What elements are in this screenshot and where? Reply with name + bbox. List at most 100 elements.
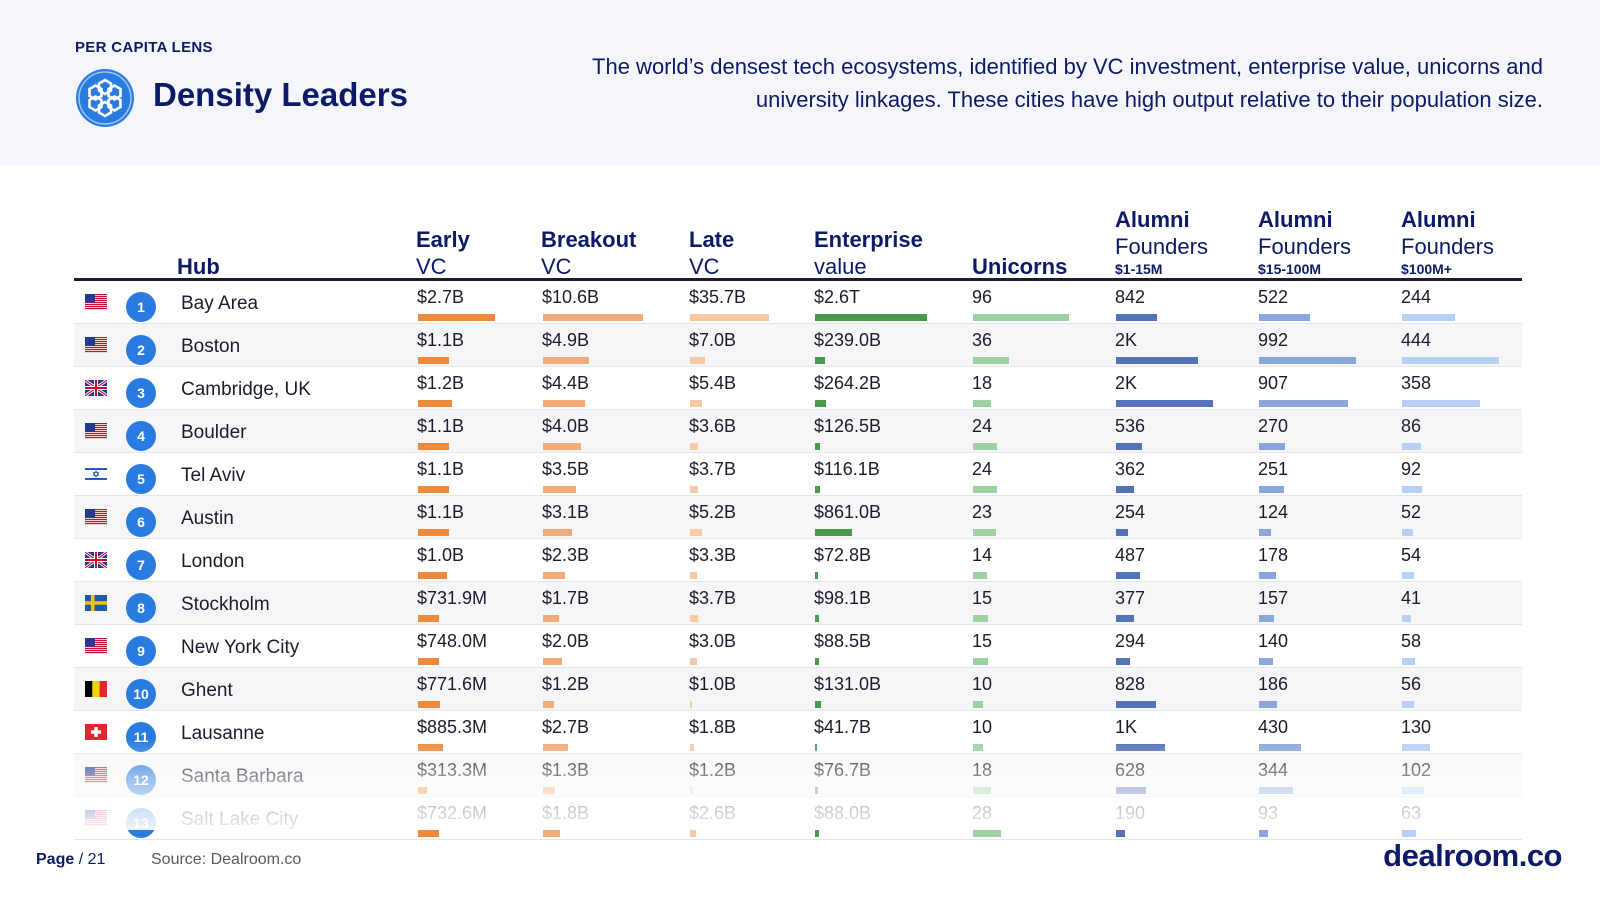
us-flag-icon — [85, 294, 107, 310]
cell-breakout: $10.6B — [542, 287, 600, 307]
bar-a3 — [1402, 658, 1415, 665]
cell-a2: 992 — [1258, 330, 1289, 350]
bar-unicorns — [973, 400, 991, 407]
table-row: 4 Boulder $1.1B $4.0B $3.6B $126.5B 24 536 270 86 — [74, 410, 1522, 453]
bar-breakout — [543, 400, 585, 407]
cell-a1: 536 — [1115, 416, 1146, 436]
rank-badge: 10 — [126, 679, 156, 709]
us-flag-icon — [85, 810, 107, 826]
bar-a3 — [1402, 314, 1455, 321]
table-row: 10 Ghent $771.6M $1.2B $1.0B $131.0B 10 828 186 5… — [74, 668, 1522, 711]
bar-a1 — [1116, 658, 1130, 665]
page-subtitle: The world’s densest tech ecosystems, ide… — [543, 50, 1543, 116]
bar-early — [418, 787, 427, 794]
cell-breakout: $1.7B — [542, 588, 590, 608]
hub-name: London — [181, 551, 245, 572]
cell-early: $731.9M — [417, 588, 488, 608]
bar-late — [690, 357, 705, 364]
bar-early — [418, 658, 439, 665]
rank-badge: 2 — [126, 335, 156, 365]
bar-a1 — [1116, 400, 1213, 407]
bar-a1 — [1116, 701, 1156, 708]
rank-badge: 8 — [126, 593, 156, 623]
subtitle-line-2: university linkages. These cities have h… — [755, 87, 1543, 112]
cell-unicorns: 10 — [972, 717, 993, 737]
cell-unicorns: 96 — [972, 287, 993, 307]
cell-unicorns: 15 — [972, 588, 993, 608]
cell-ev: $126.5B — [814, 416, 882, 436]
bar-late — [690, 701, 692, 708]
cell-a2: 430 — [1258, 717, 1289, 737]
bar-a2 — [1259, 830, 1268, 837]
bar-late — [690, 615, 698, 622]
bar-a2 — [1259, 572, 1276, 579]
cell-late: $1.2B — [689, 760, 737, 780]
cell-unicorns: 14 — [972, 545, 993, 565]
cell-unicorns: 18 — [972, 373, 993, 393]
table-row: 9 New York City $748.0M $2.0B $3.0B $88.5B 15 2… — [74, 625, 1522, 668]
hub-name: Cambridge, UK — [181, 379, 311, 400]
cell-a3: 86 — [1401, 416, 1422, 436]
hub-name: Lausanne — [181, 723, 265, 744]
cell-unicorns: 24 — [972, 416, 993, 436]
header-band: PER CAPITA LENS Density Leaders The worl… — [0, 0, 1600, 165]
bar-late — [690, 658, 697, 665]
bar-a2 — [1259, 529, 1271, 536]
cell-early: $313.3M — [417, 760, 488, 780]
cell-ev: $76.7B — [814, 760, 872, 780]
column-header-late-vc: Late VC — [689, 227, 735, 279]
bar-breakout — [543, 658, 562, 665]
cell-a2: 157 — [1258, 588, 1289, 608]
table-row: 11 Lausanne $885.3M $2.7B $1.8B $41.7B 10 1K 430… — [74, 711, 1522, 754]
uk-flag-icon — [84, 550, 108, 570]
cell-ev: $98.1B — [814, 588, 872, 608]
cell-breakout: $1.2B — [542, 674, 590, 694]
rank-badge: 4 — [126, 421, 156, 451]
bar-a1 — [1116, 787, 1146, 794]
cell-early: $2.7B — [417, 287, 465, 307]
us-flag-icon — [85, 767, 107, 783]
hub-name: Salt Lake City — [181, 809, 299, 830]
page-indicator: Page / 21 — [36, 851, 106, 868]
bar-a2 — [1259, 486, 1284, 493]
cell-a1: 362 — [1115, 459, 1146, 479]
cell-a1: 2K — [1115, 330, 1138, 350]
us-flag-icon — [85, 337, 107, 353]
bar-late — [690, 572, 697, 579]
bar-early — [418, 357, 449, 364]
bar-breakout — [543, 443, 581, 450]
cell-late: $5.4B — [689, 373, 737, 393]
bar-late — [690, 744, 694, 751]
cell-late: $35.7B — [689, 287, 747, 307]
bar-ev — [815, 443, 820, 450]
cell-late: $3.7B — [689, 588, 737, 608]
bar-ev — [815, 486, 820, 493]
ranking-table-body: 1 Bay Area $2.7B $10.6B $35.7B $2.6T 96 842 522 2… — [74, 281, 1522, 840]
bar-breakout — [543, 744, 568, 751]
hub-name: Bay Area — [181, 293, 259, 314]
cell-a3: 244 — [1401, 287, 1432, 307]
bar-a3 — [1402, 615, 1411, 622]
bar-breakout — [543, 357, 589, 364]
bar-a3 — [1402, 529, 1413, 536]
cell-a1: 254 — [1115, 502, 1146, 522]
bar-a2 — [1259, 400, 1348, 407]
cell-a1: 294 — [1115, 631, 1146, 651]
rank-badge: 9 — [126, 636, 156, 666]
cell-unicorns: 24 — [972, 459, 993, 479]
bar-breakout — [543, 701, 554, 708]
bar-late — [690, 314, 769, 321]
bar-a2 — [1259, 314, 1310, 321]
bar-unicorns — [973, 658, 988, 665]
cell-breakout: $3.5B — [542, 459, 590, 479]
bar-unicorns — [973, 615, 988, 622]
cell-breakout: $1.3B — [542, 760, 590, 780]
cell-a2: 522 — [1258, 287, 1289, 307]
hub-name: New York City — [181, 637, 300, 658]
bar-breakout — [543, 572, 565, 579]
hub-name: Tel Aviv — [181, 465, 246, 486]
cell-early: $1.1B — [417, 416, 465, 436]
bar-ev — [815, 400, 826, 407]
bar-late — [690, 830, 696, 837]
israel-flag-icon — [85, 466, 107, 482]
